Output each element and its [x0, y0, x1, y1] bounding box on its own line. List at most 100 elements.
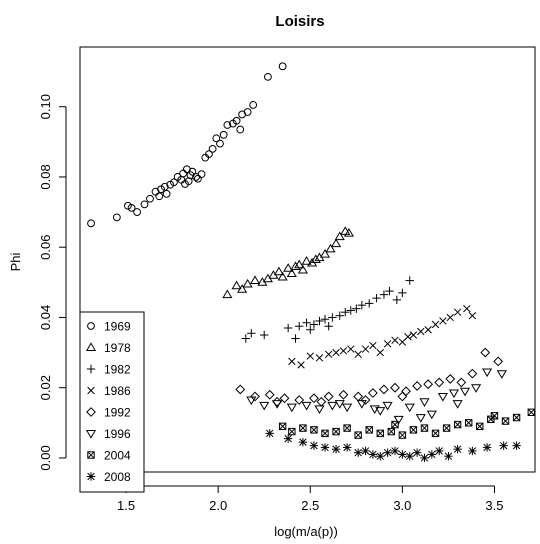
- data-point: [146, 194, 154, 203]
- data-point: [314, 405, 325, 414]
- data-point: [496, 370, 507, 379]
- data-point: [212, 134, 221, 143]
- series-1969: [87, 62, 287, 228]
- legend-item: 1992: [86, 406, 131, 420]
- data-point: [431, 429, 440, 438]
- data-point: [356, 400, 367, 409]
- x-axis-label: log(m/a(p)): [274, 524, 338, 539]
- data-point: [315, 354, 324, 362]
- data-point: [290, 261, 301, 270]
- x-tick-label: 1.5: [117, 498, 135, 513]
- series-1986: [288, 304, 477, 369]
- data-point: [310, 426, 318, 434]
- series-1982: [241, 276, 414, 343]
- data-point: [480, 347, 491, 358]
- data-point: [398, 288, 407, 298]
- data-point: [264, 389, 275, 400]
- legend-marker: [85, 342, 97, 351]
- x-tick-label: 3.5: [485, 498, 503, 513]
- data-point: [426, 410, 437, 420]
- data-point: [278, 422, 287, 431]
- data-point: [357, 300, 367, 310]
- data-point: [216, 139, 224, 148]
- data-point: [260, 330, 269, 340]
- data-point: [297, 264, 308, 274]
- data-point: [354, 431, 362, 439]
- data-point: [288, 357, 296, 366]
- series-1992: [235, 347, 504, 407]
- data-point: [236, 125, 245, 134]
- legend-label: 2004: [104, 449, 131, 463]
- data-point: [302, 318, 311, 327]
- data-point: [501, 417, 510, 425]
- data-point: [404, 333, 412, 341]
- legend-label: 1986: [104, 384, 131, 398]
- data-point: [133, 208, 142, 216]
- data-point: [431, 320, 440, 329]
- data-point: [309, 441, 319, 450]
- data-point: [162, 189, 171, 198]
- legend-marker: [87, 386, 95, 395]
- data-point: [249, 275, 261, 285]
- data-point: [179, 169, 188, 178]
- data-point: [301, 256, 312, 265]
- data-point: [309, 320, 319, 329]
- data-point: [446, 313, 454, 322]
- data-point: [299, 424, 307, 432]
- data-point: [409, 331, 418, 339]
- legend-marker: [86, 472, 96, 481]
- data-point: [368, 450, 378, 459]
- data-point: [112, 213, 121, 222]
- data-point: [342, 443, 352, 452]
- data-point: [306, 325, 315, 334]
- data-point: [445, 374, 456, 384]
- legend-item: 1969: [87, 320, 131, 334]
- data-point: [242, 278, 253, 288]
- data-point: [468, 446, 477, 456]
- legend-label: 1996: [104, 427, 131, 441]
- data-point: [155, 192, 164, 201]
- y-tick-label: 0.00: [38, 445, 53, 470]
- legend-item: 2008: [86, 470, 131, 484]
- data-point: [324, 322, 333, 331]
- x-axis: 1.5 2.0 2.5 3.0 3.5: [117, 485, 504, 513]
- y-axis: 0.00 0.02 0.04 0.06 0.08 0.10: [38, 94, 67, 471]
- data-point: [439, 317, 447, 325]
- data-point: [208, 144, 217, 153]
- data-point: [328, 313, 337, 322]
- data-point: [332, 427, 340, 436]
- data-point: [286, 268, 297, 277]
- data-point: [247, 329, 256, 338]
- data-point: [452, 400, 463, 409]
- data-point: [231, 280, 242, 290]
- data-point: [250, 391, 260, 402]
- data-point: [456, 377, 467, 388]
- data-point: [343, 227, 355, 237]
- data-point: [415, 414, 426, 423]
- legend-label: 2008: [104, 470, 131, 484]
- data-point: [298, 437, 308, 447]
- data-point: [316, 396, 327, 407]
- data-point: [379, 290, 389, 299]
- series-1978: [222, 226, 355, 299]
- data-point: [249, 101, 258, 109]
- data-point: [412, 381, 423, 391]
- legend-label: 1982: [104, 363, 131, 377]
- data-point: [405, 451, 414, 461]
- data-point: [490, 412, 499, 420]
- data-point: [277, 271, 288, 281]
- data-point: [365, 426, 373, 434]
- data-point: [291, 334, 300, 343]
- data-point: [376, 451, 385, 461]
- data-point: [309, 393, 319, 404]
- data-point: [435, 446, 444, 456]
- legend-item: 1996: [85, 427, 131, 441]
- data-point: [288, 427, 296, 436]
- data-point: [140, 200, 149, 209]
- data-point: [392, 295, 402, 305]
- data-point: [512, 441, 521, 450]
- data-point: [476, 422, 484, 431]
- legend-item: 1978: [85, 341, 131, 355]
- data-point: [419, 398, 430, 407]
- data-point: [263, 72, 272, 81]
